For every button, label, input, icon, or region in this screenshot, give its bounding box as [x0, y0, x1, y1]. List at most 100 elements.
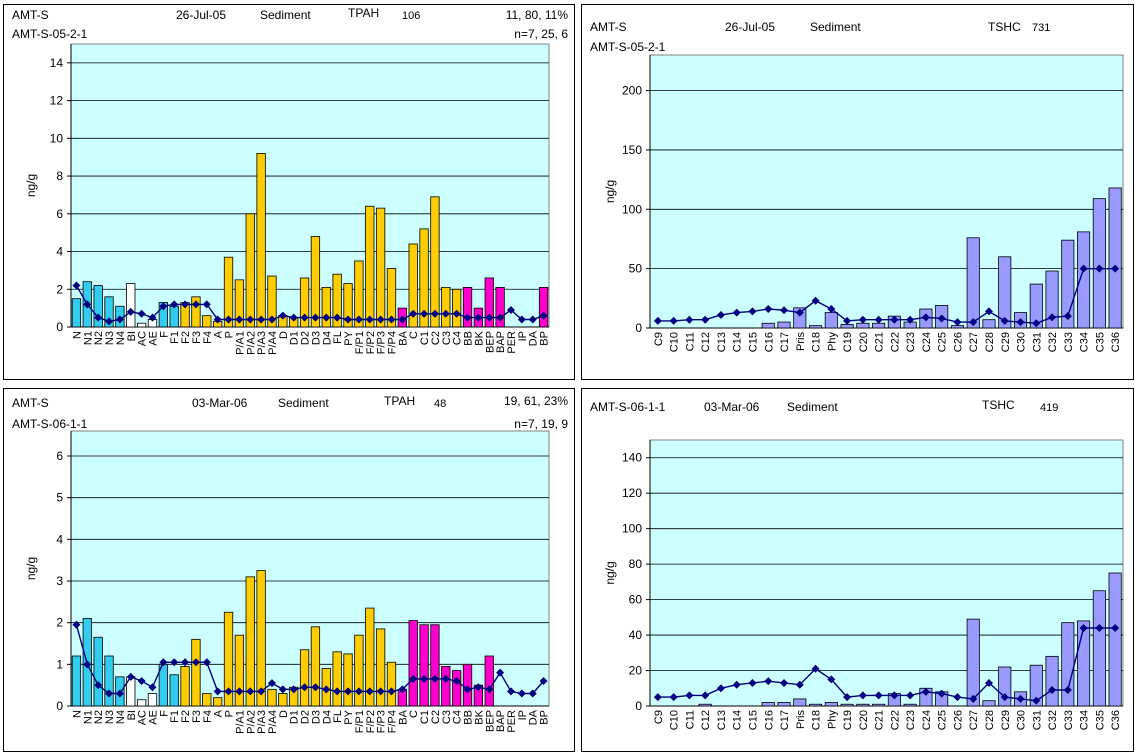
x-tick-label: BEP [484, 710, 496, 732]
line-point [452, 309, 461, 318]
line-point [213, 687, 222, 696]
x-tick-label: D2 [300, 710, 312, 724]
sample-label: AMT-S-05-2-1 [590, 40, 666, 54]
line-point [921, 687, 930, 696]
bar [245, 213, 255, 328]
line-point [409, 674, 418, 683]
line-point [780, 306, 789, 315]
line-point [506, 687, 515, 696]
line-point [1095, 264, 1104, 273]
x-tick-label: IP [517, 710, 529, 720]
line-point [311, 313, 320, 322]
x-tick-label: C34 [1079, 332, 1091, 352]
metric-label: TPAH [348, 6, 380, 20]
y-tick-label: 0 [56, 699, 63, 713]
line-point [452, 677, 461, 685]
line-point [485, 313, 494, 322]
x-tick-label: F3 [191, 710, 203, 723]
line-point [235, 315, 244, 324]
line-point [1000, 693, 1009, 702]
x-tick-label: C22 [889, 332, 901, 352]
bar [441, 666, 451, 707]
x-tick-label: C31 [1031, 710, 1043, 730]
line-point [181, 300, 190, 309]
line-point [322, 313, 331, 322]
bar [856, 322, 870, 329]
x-tick-label: C25 [937, 332, 949, 352]
x-tick-label: N4 [115, 331, 127, 345]
line-point [1063, 312, 1072, 321]
line-point [181, 658, 190, 667]
line-point [159, 302, 168, 311]
line-point [311, 683, 320, 692]
date-label: 03-Mar-06 [704, 400, 760, 414]
bar [310, 236, 321, 328]
line-point [137, 677, 146, 685]
x-tick-label: Phy [826, 710, 838, 729]
y-tick-label: 8 [56, 169, 63, 183]
n-label: n=7, 19, 9 [514, 417, 568, 431]
y-tick-label: 0 [635, 321, 642, 335]
line-point [1032, 696, 1041, 705]
y-tick-label: 2 [56, 282, 63, 296]
line-point [953, 318, 962, 327]
line-point [387, 687, 396, 696]
y-axis-label: ng/g [603, 180, 617, 203]
bar [462, 286, 473, 328]
y-tick-label: 10 [50, 131, 64, 145]
bar [321, 286, 331, 328]
line-point [289, 685, 298, 694]
x-tick-label: C14 [732, 710, 744, 730]
x-tick-label: D4 [321, 331, 333, 345]
y-tick-label: 60 [629, 593, 643, 607]
line-point [685, 691, 694, 700]
line-point [420, 674, 429, 683]
bar [1092, 590, 1106, 707]
bar [840, 324, 854, 329]
line-point [137, 309, 146, 318]
x-tick-label: F4 [202, 710, 214, 723]
line-point [937, 314, 946, 323]
x-tick-label: C [408, 331, 420, 339]
x-tick-label: C16 [763, 710, 775, 730]
tpah-panel-2005: AMT-S 26-Jul-05 Sediment TPAH 106 11, 80… [3, 4, 575, 380]
line-point [906, 315, 915, 324]
bar [872, 322, 886, 329]
metric-value: 48 [434, 398, 447, 410]
ratio-label: 11, 80, 11% [505, 8, 568, 22]
line-point [344, 687, 353, 696]
x-tick-label: C18 [811, 710, 823, 730]
x-tick-label: C20 [858, 332, 870, 352]
x-tick-label: C32 [1047, 710, 1059, 730]
line-point [1063, 686, 1072, 695]
line-point [300, 313, 309, 322]
y-tick-label: 100 [622, 522, 642, 536]
y-tick-label: 80 [629, 557, 643, 571]
tshc-panel-2006: AMT-S-06-1-1 03-Mar-06 Sediment TSHC 419… [581, 388, 1134, 752]
x-tick-label: D1 [289, 710, 301, 724]
line-point [1016, 318, 1025, 327]
plot-area [70, 430, 550, 707]
bar [809, 703, 823, 707]
y-axis-label: ng/g [603, 561, 617, 584]
x-tick-label: C2 [430, 331, 442, 345]
x-tick-label: C15 [747, 710, 759, 730]
x-tick-label: P/A4 [267, 710, 279, 734]
line-point [365, 315, 374, 324]
line-point [376, 315, 385, 324]
line-point [224, 315, 233, 324]
bar [982, 700, 996, 707]
x-tick-label: C35 [1094, 332, 1106, 352]
line-point [921, 313, 930, 322]
line-point [126, 672, 135, 681]
line-point [890, 691, 899, 700]
x-tick-label: C24 [921, 710, 933, 730]
bar [71, 298, 82, 328]
tshc-panel-2005: AMT-S 26-Jul-05 Sediment TSHC 731 AMT-S-… [581, 4, 1134, 380]
line-point [148, 683, 157, 692]
bar [824, 702, 838, 707]
x-tick-label: C36 [1110, 332, 1122, 352]
x-tick-label: C1 [419, 710, 431, 724]
bar [441, 286, 451, 328]
